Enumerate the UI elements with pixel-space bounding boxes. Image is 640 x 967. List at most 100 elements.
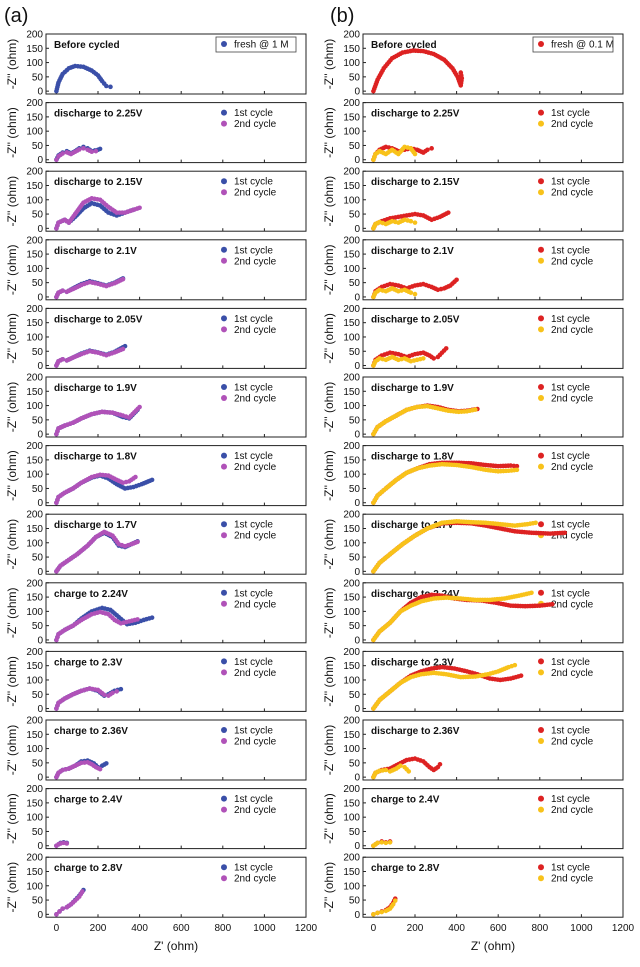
y-tick-label: 100 xyxy=(26,813,43,824)
series-0 xyxy=(54,63,113,94)
x-tick-label: 0 xyxy=(371,923,377,934)
y-tick-label: 200 xyxy=(343,578,360,589)
data-point xyxy=(473,407,478,412)
y-tick-label: 100 xyxy=(26,538,43,549)
y-tick-label: 0 xyxy=(37,430,43,441)
y-tick-label: 50 xyxy=(32,415,44,426)
y-tick-label: 100 xyxy=(26,127,43,138)
legend-label: fresh @ 0.1 M xyxy=(551,40,614,51)
y-tick-label: 150 xyxy=(26,181,43,192)
panel-a-8: 0 50 100 150 200 -Z'' (ohm) charge to 2.24V 1st… xyxy=(5,578,307,646)
data-point xyxy=(135,617,140,622)
panel-b-5: 0 50 100 150 200 -Z'' (ohm) discharge to 1.9V 1… xyxy=(322,373,624,441)
data-point xyxy=(458,70,464,75)
legend-label: 2nd cycle xyxy=(551,737,594,748)
y-tick-label: 50 xyxy=(32,72,44,83)
y-axis-label: -Z'' (ohm) xyxy=(5,862,19,913)
y-tick-label: 100 xyxy=(26,744,43,755)
y-tick-label: 50 xyxy=(349,484,361,495)
panel-b-0: 0 50 100 150 200 -Z'' (ohm) Before cycled fresh… xyxy=(322,30,624,98)
panel-annotation: discharge to 2.1V xyxy=(54,246,137,257)
data-point xyxy=(383,840,389,846)
panel-a-12: 0 50 100 150 200 -Z'' (ohm) charge to 2.8V 1st … xyxy=(5,853,307,921)
series-1 xyxy=(54,840,70,849)
plot-frame xyxy=(45,856,307,918)
legend-marker xyxy=(221,806,227,813)
y-tick-label: 50 xyxy=(349,278,361,289)
x-tick-label: 0 xyxy=(54,923,60,934)
legend-label: 2nd cycle xyxy=(234,462,277,473)
legend-label: 2nd cycle xyxy=(551,119,594,130)
y-tick-label: 200 xyxy=(26,304,43,315)
plot-frame xyxy=(45,239,307,301)
legend-marker xyxy=(221,658,227,665)
data-point xyxy=(392,898,398,903)
legend-label: 1st cycle xyxy=(234,657,273,668)
y-tick-label: 200 xyxy=(343,304,360,315)
y-axis-label: -Z'' (ohm) xyxy=(322,519,336,570)
panel-a-6: 0 50 100 150 200 -Z'' (ohm) discharge to 1.8V 1… xyxy=(5,441,307,509)
x-axis-label: Z' (ohm) xyxy=(154,939,198,953)
data-point xyxy=(406,769,412,774)
legend-marker xyxy=(221,109,227,116)
y-tick-label: 0 xyxy=(354,773,360,784)
plot-frame xyxy=(45,513,307,575)
y-tick-label: 200 xyxy=(26,716,43,727)
y-tick-label: 100 xyxy=(26,58,43,69)
legend-label: 1st cycle xyxy=(551,108,590,119)
plot-frame xyxy=(362,239,624,301)
legend-marker xyxy=(538,669,544,676)
y-tick-label: 200 xyxy=(26,853,43,864)
data-point xyxy=(137,205,142,211)
y-tick-label: 150 xyxy=(343,44,360,55)
series-1 xyxy=(371,461,520,506)
series-1 xyxy=(54,889,85,917)
y-axis-label: -Z'' (ohm) xyxy=(5,245,19,296)
panel-b-12: 0 50 100 150 200 -Z'' (ohm) charge to 2.8V 1st … xyxy=(322,853,624,921)
legend-label: 1st cycle xyxy=(234,177,273,188)
y-axis-label: -Z'' (ohm) xyxy=(322,313,336,364)
legend-marker xyxy=(221,257,227,264)
panel-annotation: discharge to 1.7V xyxy=(371,520,454,531)
y-tick-label: 100 xyxy=(343,675,360,686)
legend-marker xyxy=(538,658,544,665)
plot-frame xyxy=(45,33,307,95)
legend-label: 2nd cycle xyxy=(234,256,277,267)
y-tick-label: 200 xyxy=(26,578,43,589)
data-point xyxy=(518,673,524,678)
legend-marker xyxy=(221,600,227,607)
data-point xyxy=(562,530,568,536)
y-tick-label: 150 xyxy=(343,798,360,809)
data-point xyxy=(120,346,126,352)
data-point xyxy=(133,474,138,480)
legend-marker xyxy=(221,738,227,744)
data-point xyxy=(57,909,62,914)
plot-frame xyxy=(45,376,307,438)
y-tick-label: 50 xyxy=(32,827,44,838)
y-tick-label: 100 xyxy=(26,470,43,481)
panel-a-0: 0 50 100 150 200 -Z'' (ohm) Before cycled fresh… xyxy=(5,30,307,98)
legend-label: 1st cycle xyxy=(234,451,273,462)
y-tick-label: 200 xyxy=(26,167,43,178)
panel-annotation: Before cycled xyxy=(54,40,120,51)
x-tick-label: 1000 xyxy=(253,923,276,934)
legend-label: 2nd cycle xyxy=(551,805,594,816)
legend-label: 2nd cycle xyxy=(234,531,277,542)
plot-frame xyxy=(45,445,307,507)
legend-label: 1st cycle xyxy=(234,863,273,874)
plot-frame xyxy=(362,719,624,781)
y-tick-label: 150 xyxy=(343,181,360,192)
plot-frame xyxy=(362,582,624,644)
panel-annotation: Before cycled xyxy=(371,40,437,51)
y-axis-label: -Z'' (ohm) xyxy=(322,245,336,296)
legend-label: 2nd cycle xyxy=(234,394,277,405)
series-1 xyxy=(54,609,140,643)
plot-frame xyxy=(45,102,307,164)
series-1 xyxy=(54,276,126,300)
panel-b-2: 0 50 100 150 200 -Z'' (ohm) discharge to 2.15V… xyxy=(322,167,624,235)
data-point xyxy=(104,83,109,89)
legend-marker xyxy=(538,738,544,744)
data-point xyxy=(76,147,82,152)
y-tick-label: 200 xyxy=(26,30,43,41)
y-tick-label: 150 xyxy=(343,524,360,535)
